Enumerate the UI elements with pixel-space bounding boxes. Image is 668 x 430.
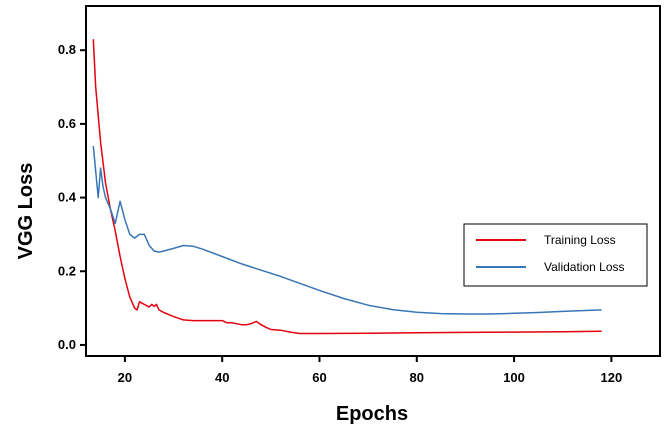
- y-axis-title: VGG Loss: [15, 163, 37, 260]
- x-tick-label: 80: [410, 370, 424, 385]
- validation-loss-line: [92, 145, 602, 315]
- y-tick-label: 0.8: [58, 42, 76, 57]
- legend-label-validation-loss: Validation Loss: [544, 260, 625, 274]
- plot-area-frame: [85, 5, 661, 357]
- y-tick-label: 0.0: [58, 337, 76, 352]
- x-tick-label: 20: [118, 370, 132, 385]
- y-tick-label: 0.6: [58, 116, 76, 131]
- x-tick-label: 120: [601, 370, 623, 385]
- x-tick-label: 60: [312, 370, 326, 385]
- y-tick-label: 0.4: [58, 190, 77, 205]
- x-tick-label: 100: [503, 370, 525, 385]
- legend-box: [463, 223, 648, 287]
- y-tick-label: 0.2: [58, 263, 76, 278]
- x-axis-title: Epochs: [336, 403, 408, 425]
- x-tick-label: 40: [215, 370, 229, 385]
- training-loss-line: [92, 39, 602, 335]
- legend-label-training-loss: Training Loss: [544, 233, 616, 247]
